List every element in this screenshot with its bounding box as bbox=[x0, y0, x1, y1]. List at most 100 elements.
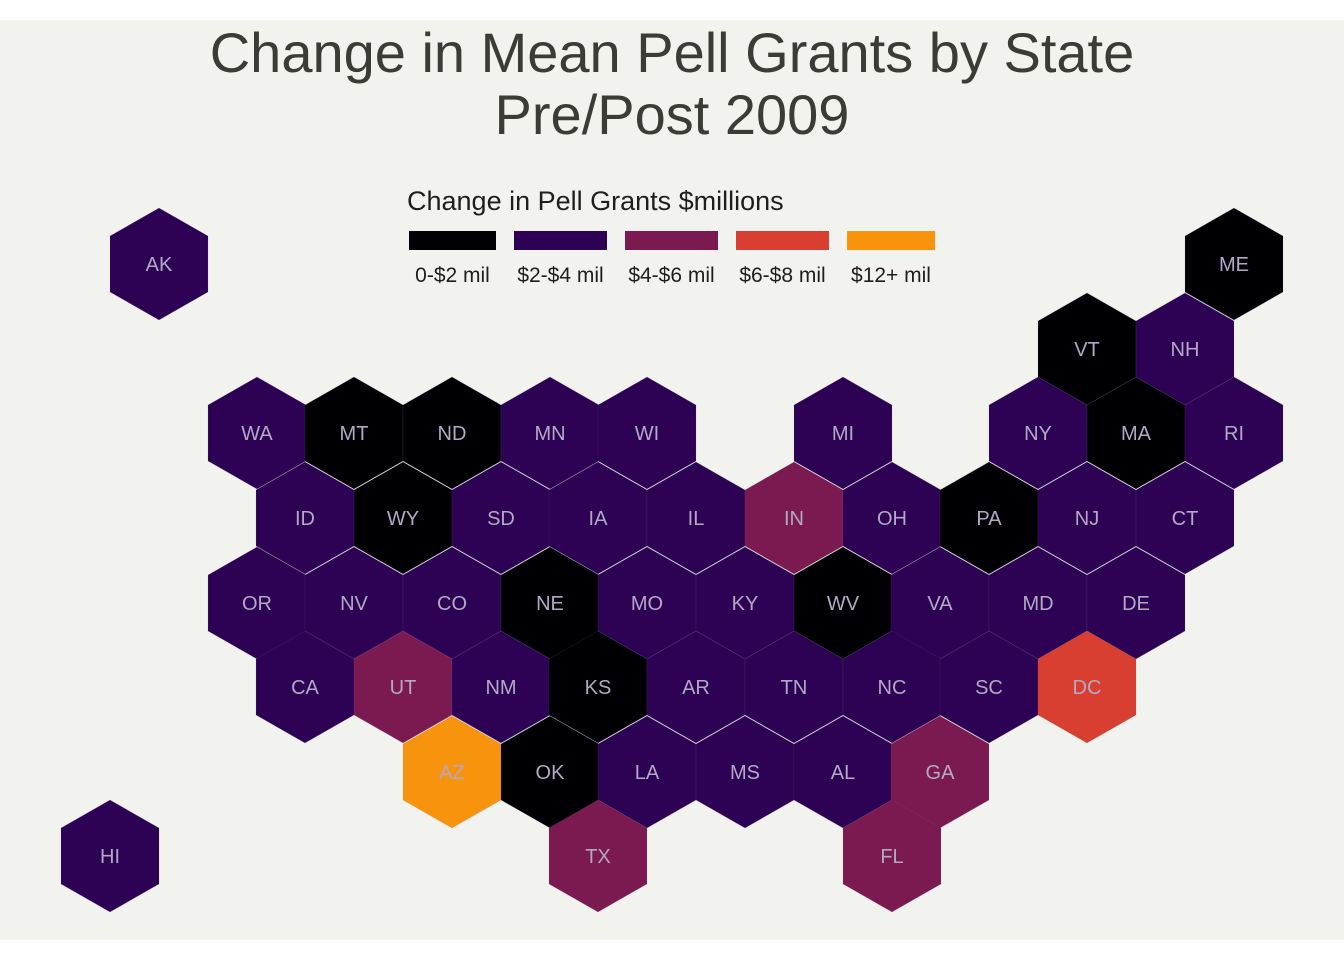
legend-swatch-2-4 bbox=[514, 231, 607, 250]
state-label: UT bbox=[390, 677, 417, 699]
chart-title: Change in Mean Pell Grants by State Pre/… bbox=[0, 22, 1344, 146]
state-label: NC bbox=[878, 677, 907, 699]
state-label: MI bbox=[832, 423, 854, 445]
state-label: IN bbox=[784, 508, 804, 530]
state-hex-nh: NH bbox=[1135, 292, 1235, 406]
state-hex-me: ME bbox=[1184, 207, 1284, 321]
state-hex-ma: MA bbox=[1086, 376, 1186, 490]
state-hex-shape bbox=[1184, 376, 1284, 490]
state-hex-dc: DC bbox=[1037, 630, 1137, 744]
state-label: ID bbox=[295, 508, 315, 530]
legend-title: Change in Pell Grants $millions bbox=[407, 186, 784, 216]
state-label: DE bbox=[1122, 593, 1150, 615]
state-label: HI bbox=[100, 846, 120, 868]
state-label: RI bbox=[1224, 423, 1244, 445]
legend-label-4-6: $4-$6 mil bbox=[628, 264, 715, 287]
legend-label-0-2: 0-$2 mil bbox=[415, 264, 490, 287]
state-hex-pa: PA bbox=[939, 461, 1039, 575]
state-hex-sc: SC bbox=[939, 630, 1039, 744]
legend-swatch-12-plus bbox=[847, 231, 935, 250]
state-label: NH bbox=[1171, 339, 1200, 361]
state-label: AK bbox=[146, 254, 173, 276]
state-hex-shape bbox=[597, 376, 697, 490]
state-label: ME bbox=[1219, 254, 1249, 276]
state-label: MA bbox=[1121, 423, 1152, 445]
state-hex-shape bbox=[109, 207, 209, 321]
state-label: NV bbox=[340, 593, 368, 615]
state-hex-wi: WI bbox=[597, 376, 697, 490]
state-label: WA bbox=[241, 423, 273, 445]
state-label: VA bbox=[927, 593, 953, 615]
state-label: MO bbox=[631, 593, 663, 615]
state-label: MS bbox=[730, 762, 760, 784]
legend-label-6-8: $6-$8 mil bbox=[739, 264, 826, 287]
state-hex-shape bbox=[1037, 630, 1137, 744]
state-hex-ks: KS bbox=[548, 630, 648, 744]
state-label: WV bbox=[827, 593, 860, 615]
state-hex-nd: ND bbox=[402, 376, 502, 490]
state-hex-wy: WY bbox=[353, 461, 453, 575]
state-hex-in: IN bbox=[744, 461, 844, 575]
state-label: IL bbox=[688, 508, 705, 530]
legend-swatch-0-2 bbox=[409, 231, 496, 250]
state-label: NM bbox=[485, 677, 516, 699]
state-label: IA bbox=[589, 508, 609, 530]
state-label: CT bbox=[1172, 508, 1199, 530]
state-label: KY bbox=[732, 593, 759, 615]
state-hex-wa: WA bbox=[207, 376, 307, 490]
state-hex-ne: NE bbox=[500, 546, 600, 660]
state-hex-shape bbox=[793, 376, 893, 490]
state-label: AZ bbox=[439, 762, 465, 784]
state-label: VT bbox=[1074, 339, 1100, 361]
state-hex-shape bbox=[842, 799, 942, 913]
state-label: CO bbox=[437, 593, 467, 615]
state-label: LA bbox=[635, 762, 660, 784]
state-hex-or: OR bbox=[207, 546, 307, 660]
state-label: OK bbox=[536, 762, 566, 784]
state-hex-shape bbox=[1135, 461, 1235, 575]
state-hex-tn: TN bbox=[744, 630, 844, 744]
state-label: OH bbox=[877, 508, 907, 530]
state-label: AL bbox=[831, 762, 855, 784]
state-hex-shape bbox=[60, 799, 160, 913]
state-hex-hi: HI bbox=[60, 799, 160, 913]
state-hex-ny: NY bbox=[988, 376, 1088, 490]
legend-label-2-4: $2-$4 mil bbox=[517, 264, 604, 287]
state-hex-il: IL bbox=[646, 461, 746, 575]
state-label: WI bbox=[635, 423, 659, 445]
title-line-1: Change in Mean Pell Grants by State bbox=[209, 21, 1135, 84]
state-label: WY bbox=[387, 508, 419, 530]
state-label: TN bbox=[781, 677, 808, 699]
state-hex-ky: KY bbox=[695, 546, 795, 660]
state-label: MT bbox=[340, 423, 369, 445]
state-hex-ga: GA bbox=[890, 715, 990, 829]
state-hex-az: AZ bbox=[402, 715, 502, 829]
state-label: ND bbox=[438, 423, 467, 445]
legend-label-12-plus: $12+ mil bbox=[851, 264, 931, 287]
state-hex-oh: OH bbox=[842, 461, 942, 575]
state-label: MD bbox=[1022, 593, 1053, 615]
state-label: MN bbox=[534, 423, 565, 445]
state-hex-va: VA bbox=[890, 546, 990, 660]
state-hex-ar: AR bbox=[646, 630, 746, 744]
state-label: OR bbox=[242, 593, 272, 615]
state-label: SD bbox=[487, 508, 515, 530]
state-label: NJ bbox=[1075, 508, 1099, 530]
state-hex-tx: TX bbox=[548, 799, 648, 913]
legend-swatch-4-6 bbox=[625, 231, 718, 250]
state-hex-ca: CA bbox=[255, 630, 355, 744]
state-hex-shape bbox=[548, 799, 648, 913]
state-hex-fl: FL bbox=[842, 799, 942, 913]
state-label: GA bbox=[926, 762, 956, 784]
state-label: TX bbox=[585, 846, 611, 868]
state-hex-mi: MI bbox=[793, 376, 893, 490]
state-label: AR bbox=[682, 677, 710, 699]
state-hex-ak: AK bbox=[109, 207, 209, 321]
state-hex-ct: CT bbox=[1135, 461, 1235, 575]
state-label: CA bbox=[291, 677, 319, 699]
state-hex-ri: RI bbox=[1184, 376, 1284, 490]
state-label: PA bbox=[976, 508, 1002, 530]
state-hex-de: DE bbox=[1086, 546, 1186, 660]
state-hex-sd: SD bbox=[451, 461, 551, 575]
